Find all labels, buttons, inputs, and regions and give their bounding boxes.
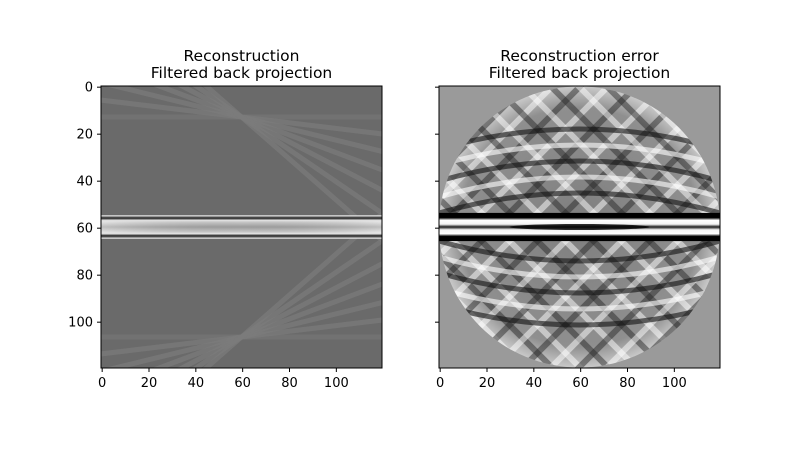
reconstruction-y-tick-label: 100	[68, 316, 93, 331]
reconstruction-x-tick-label: 0	[98, 376, 106, 391]
reconstruction-y-tick-label: 0	[85, 81, 93, 96]
reconstruction-error-x-tick-label: 20	[479, 376, 496, 391]
reconstruction-y-tick-label: 20	[76, 128, 93, 143]
reconstruction-error-title-line2: Filtered back projection	[489, 64, 671, 82]
reconstruction-error-x-tick-label: 40	[526, 376, 543, 391]
reconstruction-axes-frame	[100, 85, 383, 369]
reconstruction-error-image	[439, 86, 720, 368]
reconstruction-x-tick-label: 20	[141, 376, 158, 391]
reconstruction-x-tick-label: 40	[188, 376, 205, 391]
reconstruction-error-axes-frame	[438, 85, 721, 369]
reconstruction-y-tick-label: 60	[76, 222, 93, 237]
reconstruction-error-x-tick-label: 0	[436, 376, 444, 391]
reconstruction-y-tick-label: 80	[76, 269, 93, 284]
reconstruction-error-x-tick-label: 100	[662, 376, 687, 391]
reconstruction-error-title-line1: Reconstruction error	[500, 47, 659, 65]
reconstruction-error-x-tick-label: 80	[619, 376, 636, 391]
reconstruction-image	[101, 86, 382, 368]
reconstruction-x-tick-label: 80	[281, 376, 298, 391]
reconstruction-streak-artifacts	[101, 86, 382, 368]
reconstruction-title-line2: Filtered back projection	[151, 64, 333, 82]
reconstruction-x-tick-label: 100	[324, 376, 349, 391]
reconstruction-title-line1: Reconstruction	[183, 47, 299, 65]
error-band-dark-core	[509, 224, 650, 230]
reconstruction-x-tick-label: 60	[234, 376, 251, 391]
reconstruction-error-x-tick-label: 60	[572, 376, 589, 391]
reconstruction-y-tick-label: 40	[76, 175, 93, 190]
reconstruction-band-shading	[101, 221, 382, 233]
